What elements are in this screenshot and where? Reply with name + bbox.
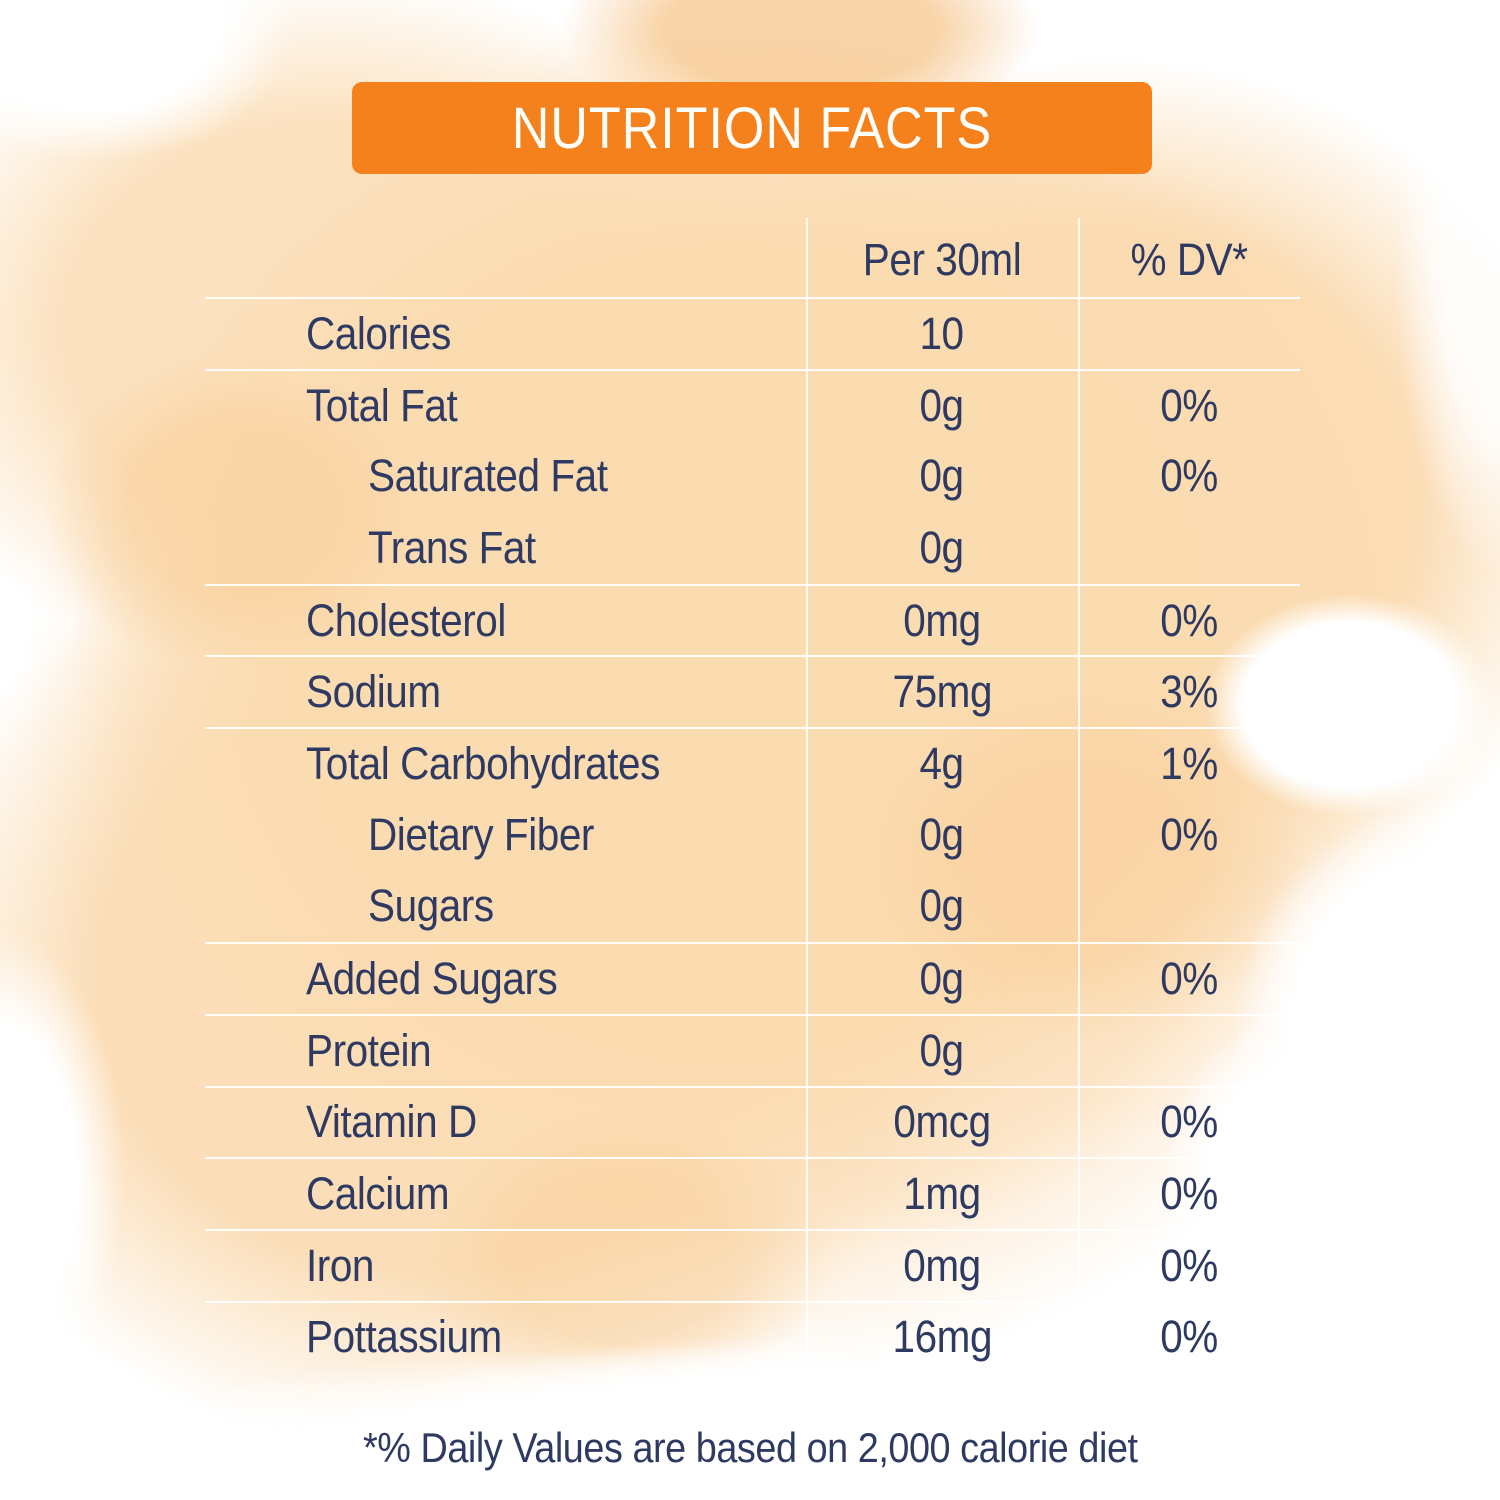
nutrient-amount: 10: [919, 307, 965, 359]
nutrient-amount: 0mg: [903, 594, 981, 646]
table-row: Sugars 0g: [205, 871, 1300, 943]
nutrient-label: Calories: [306, 307, 451, 359]
column-divider-2: [1078, 218, 1080, 1372]
table-row: Vitamin D 0mcg 0%: [205, 1085, 1300, 1158]
nutrient-label: Protein: [306, 1024, 432, 1076]
nutrient-dv: 0%: [1160, 1168, 1218, 1220]
nutrient-label: Iron: [306, 1239, 374, 1291]
nutrient-amount: 0g: [919, 808, 965, 860]
nutrient-amount: 16mg: [892, 1311, 992, 1363]
table-row: Total Carbohydrates 4g 1%: [205, 727, 1300, 799]
nutrient-label: Total Carbohydrates: [306, 737, 660, 789]
nutrient-dv: 0%: [1160, 1096, 1218, 1148]
table-row: Trans Fat 0g: [205, 512, 1300, 584]
table-row: Total Fat 0g 0%: [205, 368, 1300, 441]
nutrient-dv: 1%: [1160, 737, 1218, 789]
table-row: Dietary Fiber 0g 0%: [205, 799, 1300, 871]
nutrient-amount: 0mcg: [893, 1096, 991, 1148]
nutrient-amount: 4g: [919, 737, 965, 789]
nutrient-label: Total Fat: [306, 379, 458, 431]
nutrient-label: Added Sugars: [306, 953, 558, 1005]
nutrient-dv: 0%: [1160, 808, 1218, 860]
nutrient-amount: 1mg: [903, 1168, 981, 1220]
nutrient-amount: 0g: [919, 379, 965, 431]
table-row: Sodium 75mg 3%: [205, 655, 1300, 727]
nutrient-amount: 75mg: [892, 666, 992, 718]
footnote: *% Daily Values are based on 2,000 calor…: [362, 1424, 1138, 1471]
nutrient-dv: 3%: [1160, 666, 1218, 718]
table-row: Pottassium 16mg 0%: [205, 1300, 1300, 1373]
column-divider-1: [806, 218, 808, 1372]
nutrient-amount: 0g: [919, 450, 965, 502]
table-row: Protein 0g: [205, 1013, 1300, 1086]
nutrient-amount: 0mg: [903, 1239, 981, 1291]
table-row: Iron 0mg 0%: [205, 1228, 1300, 1301]
table-header-row: Per 30ml % DV*: [205, 222, 1300, 297]
table-row: Calcium 1mg 0%: [205, 1157, 1300, 1229]
page-title: NUTRITION FACTS: [511, 95, 993, 161]
column-header-dv: % DV*: [1130, 233, 1248, 285]
nutrient-dv: 0%: [1160, 1311, 1218, 1363]
table-body: Calories 10 Total Fat 0g 0% Saturated Fa…: [205, 297, 1300, 1372]
nutrient-dv: 0%: [1160, 953, 1218, 1005]
nutrient-label: Dietary Fiber: [368, 808, 594, 860]
table-row: Calories 10: [205, 297, 1300, 369]
nutrient-label: Sugars: [368, 880, 494, 932]
table-row: Cholesterol 0mg 0%: [205, 583, 1300, 656]
table-row: Saturated Fat 0g 0%: [205, 440, 1300, 512]
nutrient-dv: 0%: [1160, 1239, 1218, 1291]
nutrient-dv: 0%: [1160, 450, 1218, 502]
nutrient-dv: 0%: [1160, 379, 1218, 431]
title-banner: NUTRITION FACTS: [352, 82, 1152, 174]
column-header-amount: Per 30ml: [862, 233, 1022, 285]
table-row: Added Sugars 0g 0%: [205, 942, 1300, 1014]
nutrient-label: Sodium: [306, 666, 441, 718]
nutrition-table: Per 30ml % DV* Calories 10 Total Fat 0g …: [205, 218, 1300, 1372]
nutrient-amount: 0g: [919, 1024, 965, 1076]
nutrient-label: Cholesterol: [306, 594, 506, 646]
nutrient-label: Vitamin D: [306, 1096, 477, 1148]
nutrient-dv: 0%: [1160, 594, 1218, 646]
nutrient-label: Calcium: [306, 1168, 450, 1220]
nutrient-amount: 0g: [919, 880, 965, 932]
nutrient-label: Trans Fat: [368, 521, 536, 573]
nutrient-label: Saturated Fat: [368, 450, 608, 502]
nutrient-amount: 0g: [919, 521, 965, 573]
nutrient-amount: 0g: [919, 953, 965, 1005]
nutrient-label: Pottassium: [306, 1311, 502, 1363]
